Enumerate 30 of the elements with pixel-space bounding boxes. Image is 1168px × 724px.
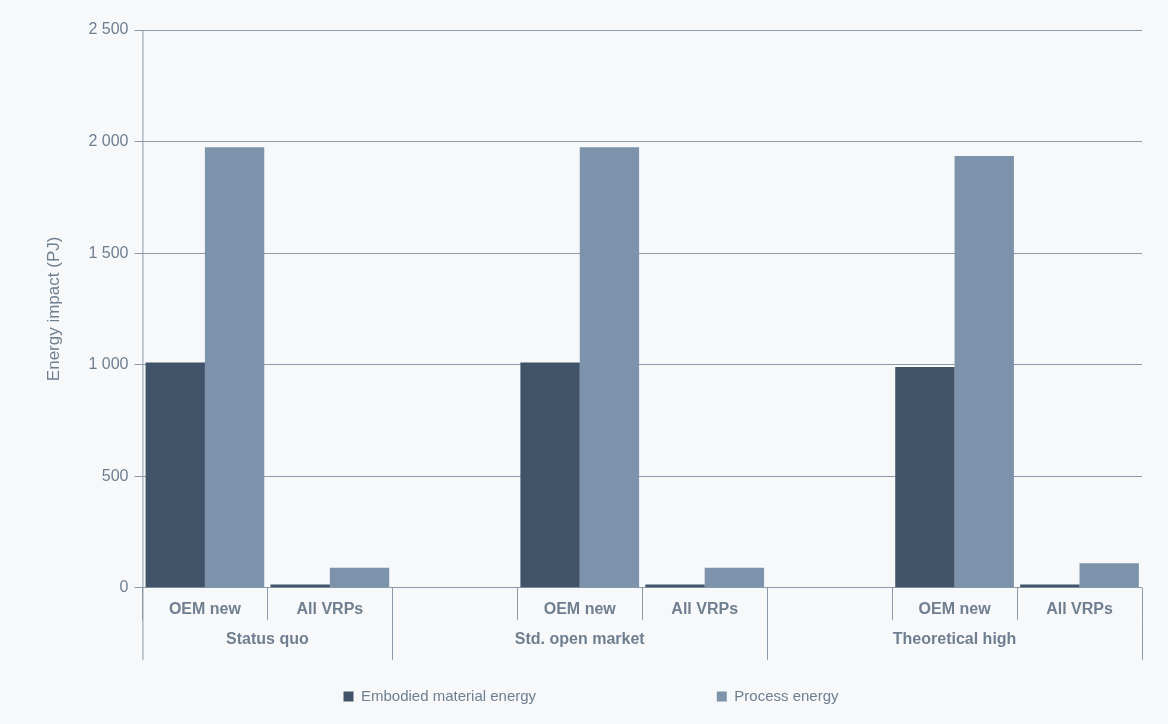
bar <box>270 584 330 588</box>
bar <box>645 584 705 588</box>
legend-label: Embodied material energy <box>361 686 703 704</box>
x-tick-label: All VRPs <box>1046 599 1113 617</box>
x-tick-label: All VRPs <box>296 599 364 617</box>
y-tick-label: 0 <box>119 578 129 596</box>
bar <box>329 567 390 588</box>
bar <box>1020 584 1080 588</box>
x-tick-label: OEM new <box>918 599 992 617</box>
text: Std. open market <box>514 630 646 648</box>
bar <box>520 362 580 588</box>
legend-label: Process energy <box>734 686 839 704</box>
y-tick-label: 500 <box>101 466 129 484</box>
y-tick-label: 1 500 <box>88 243 129 261</box>
x-tick-label: OEM new <box>543 599 617 617</box>
bar <box>895 366 955 588</box>
y-tick-label: 2 500 <box>88 20 129 38</box>
text: Status quo <box>226 630 309 648</box>
y-tick-label: 1 000 <box>88 355 129 373</box>
bar <box>704 567 765 588</box>
text: Theoretical high <box>892 630 1017 648</box>
bar <box>145 362 205 588</box>
x-tick-label: All VRPs <box>671 599 739 617</box>
y-tick-label: 2 000 <box>88 131 129 149</box>
x-tick-label: OEM new <box>168 599 242 617</box>
bar <box>1079 563 1139 588</box>
bar <box>954 156 1014 588</box>
bar <box>204 147 265 588</box>
bar <box>579 147 640 588</box>
y-axis-title: Energy impact (PJ) <box>43 236 63 382</box>
